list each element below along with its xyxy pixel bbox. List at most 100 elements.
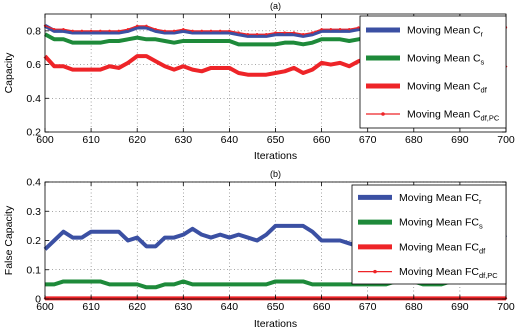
legend-label-subscript: s [481, 58, 485, 67]
legend-label-main: Moving Mean FC [399, 192, 479, 204]
series-point [265, 33, 268, 36]
legend-label-main: Moving Mean C [407, 53, 481, 65]
x-tick-label: 680 [405, 301, 423, 313]
chart-title: (a) [270, 1, 281, 11]
legend-box [359, 15, 507, 129]
series-point [218, 29, 222, 33]
x-tick-label: 700 [497, 301, 515, 313]
series-point [329, 27, 333, 31]
series-point [200, 29, 203, 33]
series-point [136, 24, 139, 27]
series-point [311, 31, 314, 34]
x-axis-label: Iterations [254, 150, 297, 162]
legend-label: Moving Mean Cs [407, 53, 485, 67]
legend-label: Moving Mean FCr [399, 192, 482, 206]
series-point [255, 33, 259, 36]
series-point [71, 29, 74, 33]
legend-label-main: Moving Mean C [407, 25, 481, 37]
x-tick-label: 660 [313, 134, 331, 146]
series-point [145, 24, 148, 27]
x-tick-label: 670 [359, 301, 377, 313]
series-point [348, 27, 351, 31]
x-tick-label: 690 [451, 134, 469, 146]
series-point [99, 29, 102, 33]
series-point [357, 26, 360, 29]
legend-marker [373, 269, 377, 274]
legend-label-subscript: df [479, 246, 486, 255]
y-tick-label: 0.8 [26, 25, 41, 37]
legend-label-subscript: df,PC [481, 114, 500, 123]
y-tick-label: 0.3 [26, 206, 41, 218]
series-point [89, 29, 93, 33]
legend-label-subscript: df,PC [479, 271, 498, 280]
legend-label-subscript: r [481, 30, 484, 39]
series-point [301, 33, 305, 36]
series-point [108, 29, 111, 33]
y-axis-label: False Capacity [3, 205, 15, 275]
x-tick-label: 640 [221, 134, 239, 146]
y-tick-label: 0.6 [26, 59, 41, 71]
y-tick-label: 0 [35, 294, 41, 306]
legend-label: Moving Mean FCs [399, 217, 483, 231]
legend-label: Moving Mean FCdf,PC [399, 266, 498, 280]
y-tick-label: 0.2 [26, 127, 41, 139]
chart-panel-b: 600 610 620 630 640 650 660 670 680 690 700 0 0.1 0.2… [3, 169, 515, 330]
x-tick-label: 650 [267, 301, 285, 313]
series-point [209, 29, 213, 33]
series-point [320, 27, 323, 31]
series-point [338, 27, 342, 31]
x-tick-label: 700 [497, 134, 515, 146]
x-tick-label: 660 [313, 301, 331, 313]
series-point [172, 29, 176, 33]
series-point [274, 31, 277, 34]
legend-label-subscript: r [479, 197, 482, 206]
series-point [163, 29, 167, 33]
x-tick-label: 680 [405, 134, 423, 146]
x-tick-label: 630 [175, 301, 193, 313]
x-axis-label: Iterations [254, 318, 297, 330]
series-point [182, 27, 185, 31]
x-tick-label: 690 [451, 301, 469, 313]
x-tick-label: 630 [175, 134, 193, 146]
legend-label-subscript: df [481, 86, 488, 95]
y-axis-label: Capacity [3, 52, 15, 94]
series-point [191, 29, 194, 33]
x-tick-label: 610 [82, 134, 100, 146]
series-point [237, 31, 240, 34]
x-tick-label: 600 [36, 134, 54, 146]
legend-label-main: Moving Mean C [407, 81, 481, 93]
x-tick-label: 610 [82, 301, 100, 313]
x-tick-label: 670 [359, 134, 377, 146]
legend-marker [381, 112, 385, 116]
y-tick-label: 0.2 [26, 235, 41, 247]
series-point [292, 31, 296, 34]
chart-panel-a: 600 610 620 630 640 650 660 670 680 690 700 0.2 0.4 0… [3, 1, 515, 162]
x-tick-label: 640 [221, 301, 239, 313]
legend-label-main: Moving Mean FC [399, 266, 479, 278]
series-point [53, 27, 56, 31]
legend-label: Moving Mean FCdf [399, 241, 486, 255]
series-point [283, 31, 286, 34]
series-point [228, 29, 231, 33]
series-point [117, 29, 120, 33]
y-tick-label: 0.4 [26, 93, 41, 105]
y-tick-label: 0.4 [26, 177, 41, 189]
x-tick-label: 620 [128, 301, 146, 313]
series-point [80, 29, 84, 33]
legend-label-main: Moving Mean FC [399, 241, 479, 253]
y-tick-label: 0.1 [26, 264, 41, 276]
x-tick-label: 620 [128, 134, 146, 146]
legend-label: Moving Mean Cdf [407, 81, 488, 95]
legend-label-subscript: s [479, 222, 483, 231]
series-point [246, 33, 250, 36]
legend-label: Moving Mean Cr [407, 25, 484, 39]
legend-box [351, 184, 507, 285]
series-point [154, 27, 157, 31]
series-point [126, 27, 130, 31]
legend-label-main: Moving Mean FC [399, 217, 479, 229]
x-tick-label: 650 [267, 134, 285, 146]
legend-label-main: Moving Mean C [407, 109, 481, 121]
